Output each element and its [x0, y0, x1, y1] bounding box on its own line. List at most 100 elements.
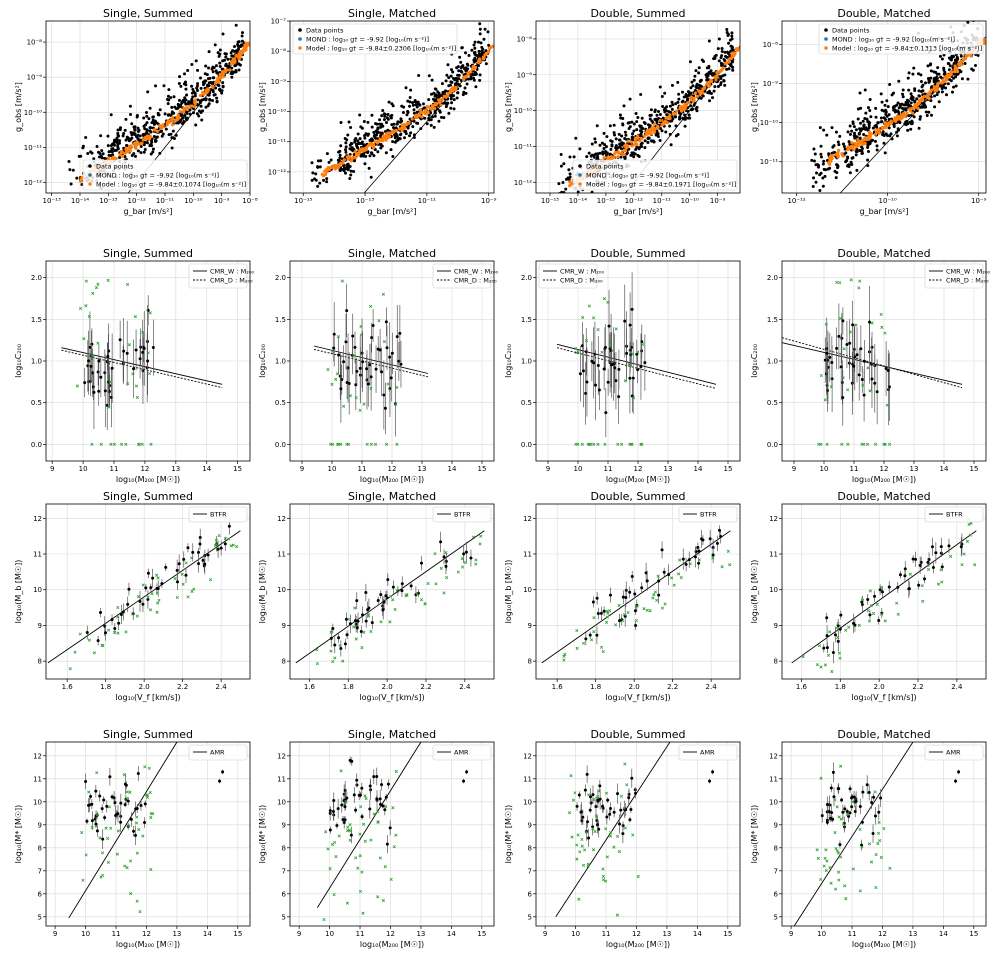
data-point [918, 115, 922, 119]
data-point [952, 76, 956, 80]
data-point [427, 118, 431, 122]
data-point [605, 135, 609, 139]
aux-point [141, 583, 145, 587]
data-point [176, 102, 180, 106]
data-point [374, 136, 378, 140]
fit-line [541, 530, 731, 664]
data-point [198, 542, 202, 546]
aux-point [122, 773, 126, 777]
data-point [819, 144, 823, 148]
model-point [709, 78, 714, 83]
data-point [318, 181, 322, 185]
aux-point [348, 394, 353, 398]
data-point [713, 85, 717, 89]
data-point [345, 633, 349, 637]
x-tick-label: 1.6 [552, 683, 564, 691]
data-point [972, 21, 975, 22]
data-point [368, 154, 372, 158]
data-point [858, 127, 862, 131]
aux-point [353, 606, 357, 610]
data-point [337, 353, 341, 357]
data-point [129, 113, 133, 117]
x-tick-label: 15 [478, 465, 487, 473]
legend-box [924, 263, 984, 289]
data-point [483, 27, 487, 31]
data-point [374, 367, 378, 371]
data-point [697, 66, 701, 70]
legend-marker [578, 164, 582, 168]
data-point [879, 92, 883, 96]
data-point [113, 801, 117, 805]
y-tick-label: 10⁻¹⁰ [514, 107, 532, 115]
aux-point [367, 613, 371, 618]
x-tick-label: 9 [297, 930, 301, 938]
data-point [712, 89, 716, 93]
data-point [888, 82, 892, 86]
data-point [918, 117, 922, 121]
legend-label: Data points [306, 27, 344, 35]
data-point [419, 127, 423, 131]
data-point [177, 81, 181, 85]
data-point [361, 613, 365, 617]
data-point [897, 79, 901, 83]
data-point [474, 85, 478, 89]
data-point [133, 127, 137, 131]
data-point [379, 131, 383, 135]
x-tick-label: 10⁻¹⁵ [294, 197, 312, 205]
data-point [341, 818, 345, 822]
data-point [201, 80, 205, 84]
data-point [858, 136, 862, 140]
aux-point [214, 538, 218, 542]
model-point [218, 72, 222, 77]
data-point [895, 134, 899, 138]
data-point [143, 123, 147, 127]
data-point [716, 85, 720, 89]
data-point [466, 67, 470, 71]
data-point [342, 360, 346, 364]
data-point [126, 799, 130, 803]
model-point [895, 117, 899, 122]
data-point [216, 547, 220, 551]
model-point [883, 125, 888, 130]
data-point [830, 126, 834, 130]
data-point [896, 128, 900, 132]
data-point [163, 112, 167, 116]
x-tick-label: 2.2 [177, 683, 188, 691]
x-tick-label: 10⁻¹² [787, 197, 805, 205]
model-point [850, 144, 855, 148]
data-point [835, 163, 839, 167]
x-axis-label: log₁₀(V_f [km/s]) [115, 693, 180, 702]
data-point [332, 798, 336, 802]
aux-point [857, 286, 861, 290]
aux-point [181, 582, 185, 586]
data-point [966, 21, 970, 24]
data-point [617, 138, 621, 142]
data-point [667, 110, 671, 114]
data-point [662, 570, 666, 574]
data-point [813, 152, 817, 156]
data-point [182, 557, 186, 561]
data-point [595, 152, 599, 156]
aux-point [116, 605, 120, 610]
y-tick-label: 9 [38, 622, 42, 630]
data-point [847, 140, 851, 144]
data-point [589, 154, 593, 158]
data-point [358, 793, 362, 797]
aux-point [606, 611, 610, 615]
x-tick-label: 10 [328, 465, 337, 473]
aux-point [596, 442, 600, 446]
legend-box [432, 263, 492, 289]
x-tick-label: 12 [386, 930, 395, 938]
data-point [818, 126, 822, 130]
aux-point [131, 372, 135, 376]
model-point [714, 78, 718, 82]
data-point [892, 123, 896, 127]
data-point [100, 807, 104, 811]
data-point [840, 380, 844, 384]
aux-point [879, 612, 884, 616]
legend-marker [578, 173, 582, 177]
aux-point [405, 592, 409, 597]
data-point [349, 833, 353, 837]
data-point [123, 128, 127, 132]
